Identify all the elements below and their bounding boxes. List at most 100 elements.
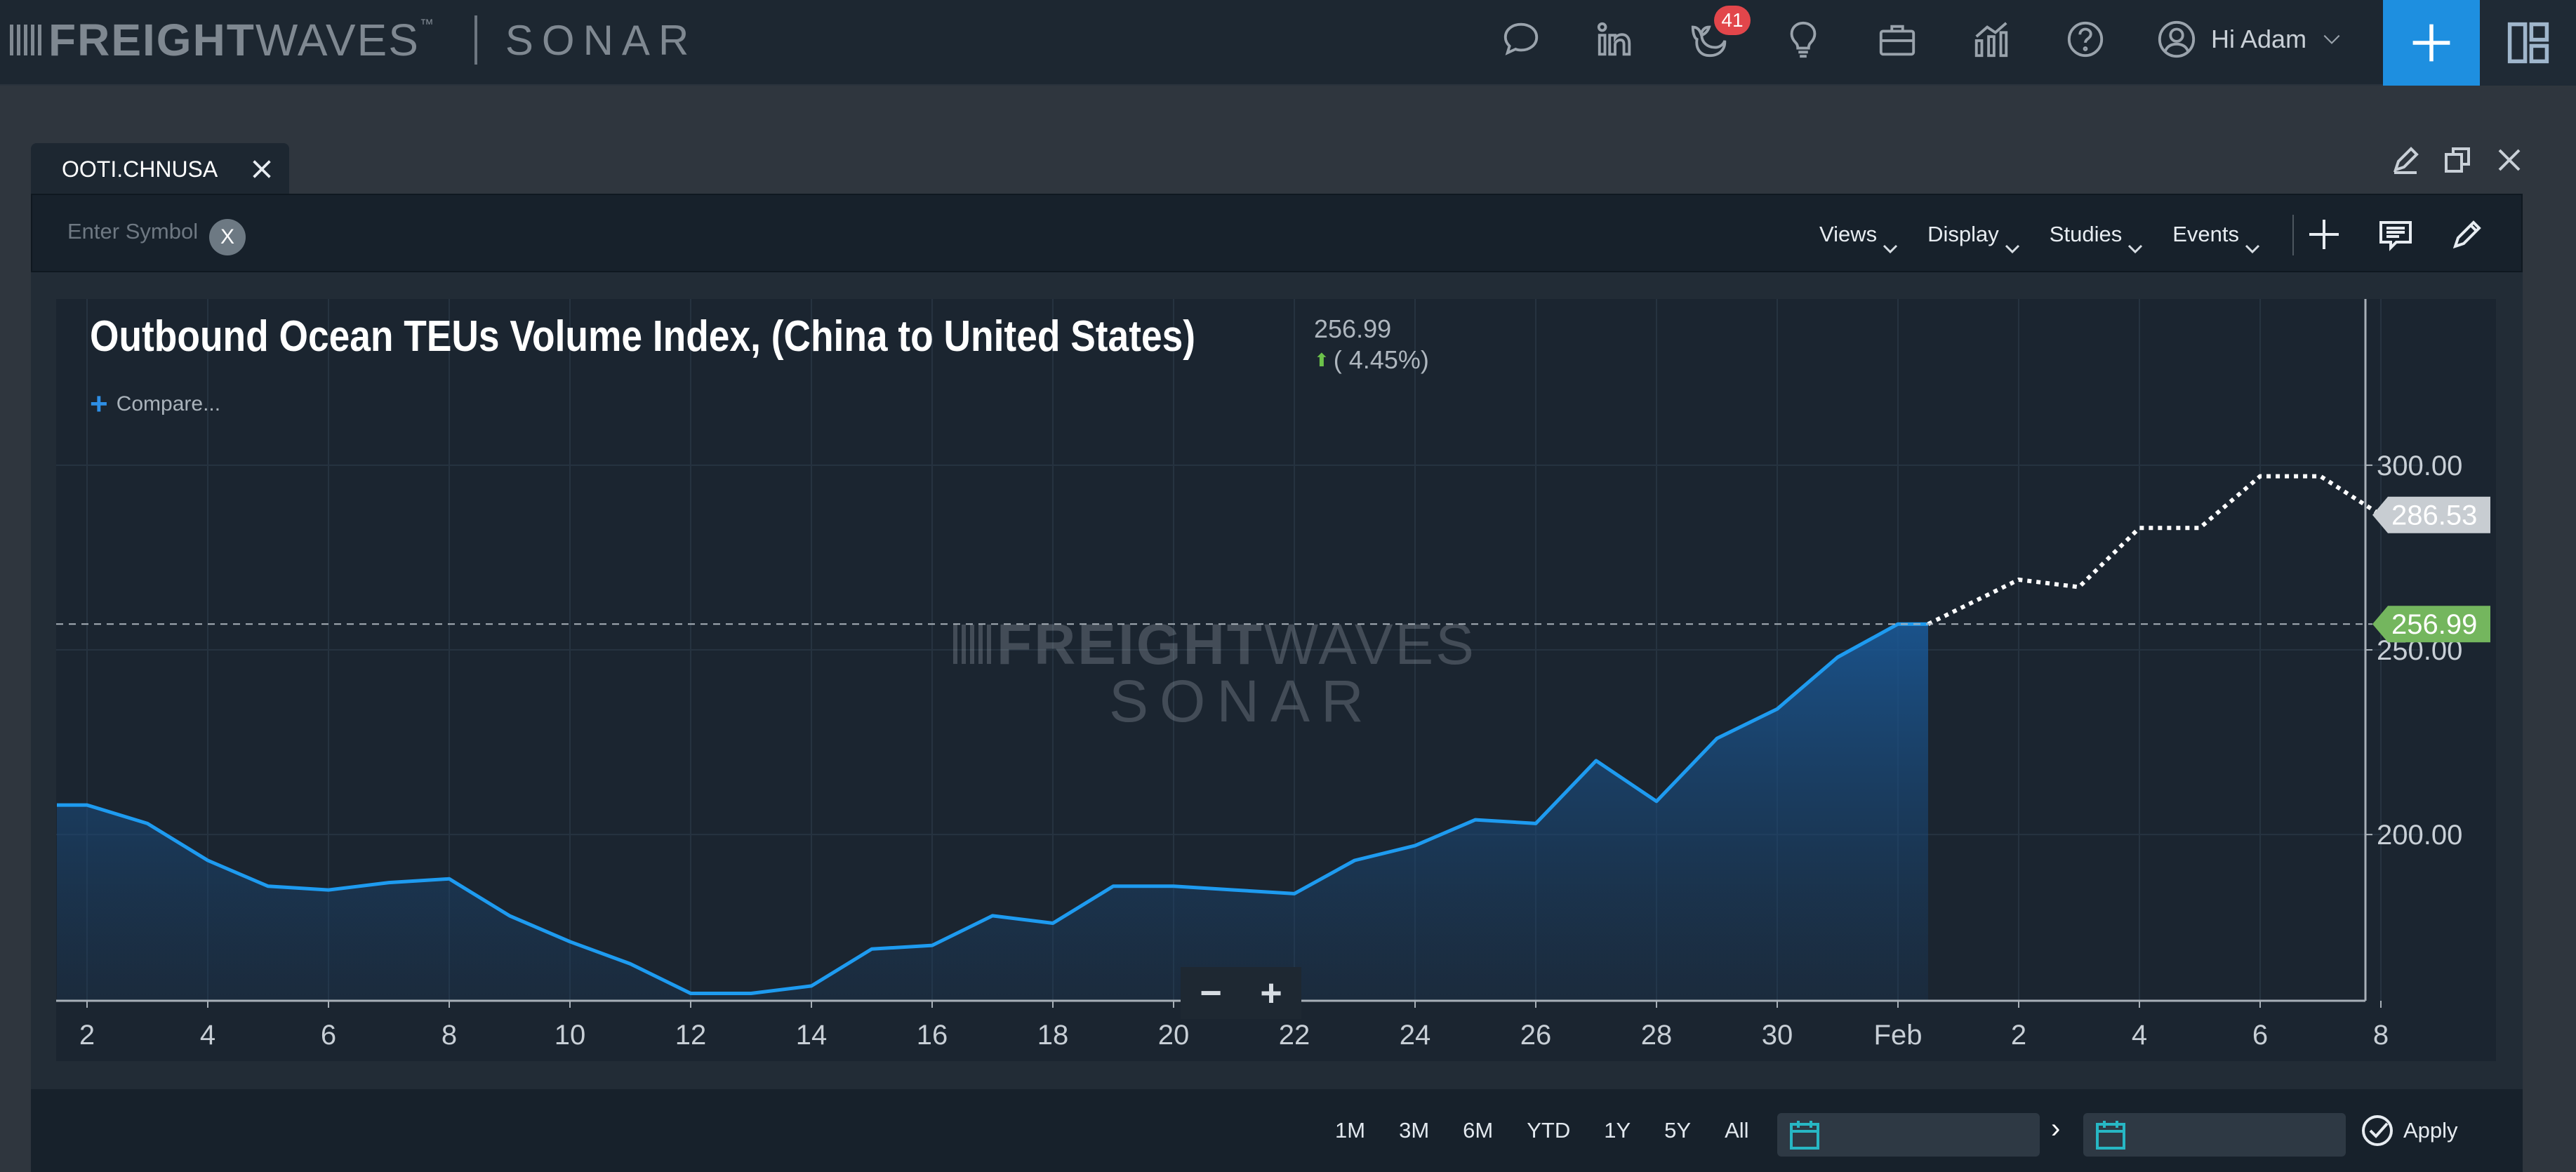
x-tick-label: 14 bbox=[796, 1020, 828, 1051]
whale-icon[interactable]: 41 bbox=[1662, 0, 1756, 79]
calendar-icon bbox=[2096, 1121, 2125, 1150]
y-tick-label: 200.00 bbox=[2377, 820, 2462, 851]
lightbulb-icon[interactable] bbox=[1756, 0, 1850, 79]
plus-icon bbox=[2412, 24, 2450, 62]
layout-grid-icon bbox=[2507, 22, 2549, 64]
views-menu-label: Views bbox=[1819, 222, 1878, 246]
crosshair-icon[interactable] bbox=[2306, 217, 2342, 252]
logo-sonar: SONAR bbox=[505, 16, 698, 64]
events-menu-label: Events bbox=[2172, 222, 2239, 246]
watermark-bars-icon bbox=[953, 625, 991, 664]
zoom-controls: − + bbox=[1181, 967, 1301, 1019]
display-menu[interactable]: Display bbox=[1927, 222, 2020, 254]
change-percent: ⬆( 4.45%) bbox=[1314, 345, 1429, 375]
apply-label: Apply bbox=[2403, 1118, 2458, 1143]
chart-axes: 2 4 6 8 10 12 14 16 18 20 22 24 26 28 30 Feb 2 4 6 8300.002… bbox=[56, 299, 2490, 1051]
y-tick-label: 300.00 bbox=[2377, 451, 2462, 481]
range-1m-button[interactable]: 1M bbox=[1335, 1118, 1366, 1143]
logo-freightwaves: FREIGHTWAVES™ bbox=[48, 15, 435, 65]
views-menu[interactable]: Views bbox=[1819, 222, 1898, 254]
toolbar-divider bbox=[2292, 215, 2294, 255]
chevron-down-icon bbox=[1883, 234, 1898, 254]
symbol-clear-button[interactable]: X bbox=[209, 219, 246, 255]
edit-icon[interactable] bbox=[2390, 145, 2421, 175]
studies-menu[interactable]: Studies bbox=[2050, 222, 2143, 254]
tab-close-icon[interactable] bbox=[248, 156, 275, 182]
symbol-input[interactable] bbox=[67, 219, 208, 244]
x-tick-label: 8 bbox=[2373, 1020, 2389, 1051]
x-tick-label: 18 bbox=[1037, 1020, 1069, 1051]
avatar-icon bbox=[2158, 20, 2196, 58]
start-date-field[interactable] bbox=[1777, 1113, 2040, 1157]
series-actual-area bbox=[57, 624, 1928, 1001]
series-forecast-line[interactable] bbox=[1927, 474, 2382, 626]
plus-icon: + bbox=[90, 387, 108, 421]
range-3m-button[interactable]: 3M bbox=[1399, 1118, 1430, 1143]
toolbar-menus: Views Display Studies Events bbox=[1819, 195, 2290, 274]
change-percent-text: ( 4.45%) bbox=[1333, 345, 1429, 374]
freightwaves-sonar-logo[interactable]: FREIGHTWAVES™ SONAR bbox=[10, 15, 697, 65]
top-nav: FREIGHTWAVES™ SONAR 41 Hi Adam bbox=[0, 0, 2576, 86]
chevron-down-icon bbox=[2127, 234, 2143, 254]
x-tick-label: 16 bbox=[917, 1020, 948, 1051]
chart-canvas[interactable]: FREIGHTWAVES SONAR 2 4 6 8 10 12 14 16 18 20 22 24 2… bbox=[56, 299, 2496, 1061]
range-all-button[interactable]: All bbox=[1725, 1118, 1749, 1143]
zoom-out-button[interactable]: − bbox=[1200, 972, 1222, 1014]
tab-title: OOTI.CHNUSA bbox=[62, 156, 218, 182]
zoom-in-button[interactable]: + bbox=[1260, 972, 1282, 1014]
x-tick-label: 4 bbox=[2132, 1020, 2147, 1051]
watermark-line2: SONAR bbox=[1109, 668, 1375, 734]
chevron-down-icon bbox=[2323, 34, 2340, 44]
compare-button[interactable]: + Compare... bbox=[90, 389, 220, 420]
notification-badge: 41 bbox=[1714, 6, 1751, 35]
last-value: 256.99 bbox=[1314, 314, 1392, 343]
logo-divider bbox=[474, 15, 477, 65]
x-tick-label: 30 bbox=[1762, 1020, 1793, 1051]
briefcase-icon[interactable] bbox=[1850, 0, 1944, 79]
watermark-line1: FREIGHTWAVES bbox=[997, 613, 1476, 677]
x-tick-label: 26 bbox=[1520, 1020, 1552, 1051]
add-widget-button[interactable] bbox=[2383, 0, 2480, 86]
close-widget-icon[interactable] bbox=[2494, 145, 2525, 175]
annotation-icon[interactable] bbox=[2378, 217, 2413, 252]
end-date-field[interactable] bbox=[2083, 1113, 2346, 1157]
current-value-tag-bg bbox=[2372, 606, 2490, 643]
chart-title: Outbound Ocean TEUs Volume Index, (China… bbox=[90, 312, 1196, 361]
chevron-down-icon bbox=[2005, 234, 2020, 254]
linkedin-icon[interactable] bbox=[1568, 0, 1662, 79]
display-menu-label: Display bbox=[1927, 222, 1999, 246]
range-5y-button[interactable]: 5Y bbox=[1664, 1118, 1692, 1143]
x-tick-label: 6 bbox=[321, 1020, 336, 1051]
user-menu[interactable]: Hi Adam bbox=[2156, 0, 2343, 79]
chart-series bbox=[56, 474, 2382, 1001]
chat-icon[interactable] bbox=[1474, 0, 1568, 79]
chart-area[interactable]: FREIGHTWAVES SONAR 2 4 6 8 10 12 14 16 18 20 22 24 2… bbox=[56, 299, 2496, 1061]
range-arrow: › bbox=[2051, 1113, 2061, 1144]
help-icon[interactable] bbox=[2038, 0, 2132, 79]
chart-tab[interactable]: OOTI.CHNUSA bbox=[31, 143, 289, 195]
apply-button[interactable]: Apply bbox=[2360, 1089, 2458, 1172]
range-6m-button[interactable]: 6M bbox=[1463, 1118, 1494, 1143]
range-footer: 1M 3M 6M YTD 1Y 5Y All › Apply bbox=[31, 1089, 2523, 1172]
x-tick-label: 20 bbox=[1158, 1020, 1190, 1051]
chart-toolbar: X Views Display Studies Events bbox=[31, 194, 2523, 272]
up-arrow-icon: ⬆ bbox=[1314, 349, 1329, 371]
logo-bars-icon bbox=[10, 25, 41, 55]
series-actual-line[interactable] bbox=[57, 622, 1928, 995]
chart-icon[interactable] bbox=[1944, 0, 2038, 79]
dashboard-layout-button[interactable] bbox=[2480, 0, 2576, 86]
forecast-value-tag-bg bbox=[2372, 496, 2490, 533]
range-ytd-button[interactable]: YTD bbox=[1527, 1118, 1571, 1143]
check-circle-icon bbox=[2362, 1115, 2393, 1146]
events-menu[interactable]: Events bbox=[2172, 222, 2260, 254]
user-greeting: Hi Adam bbox=[2211, 25, 2307, 53]
x-tick-label: 24 bbox=[1400, 1020, 1431, 1051]
draw-pencil-icon[interactable] bbox=[2450, 217, 2485, 252]
duplicate-icon[interactable] bbox=[2442, 145, 2473, 175]
widget-controls bbox=[2390, 145, 2525, 175]
range-1y-button[interactable]: 1Y bbox=[1604, 1118, 1631, 1143]
chart-widget: X Views Display Studies Events bbox=[31, 194, 2523, 1172]
x-tick-label: 28 bbox=[1641, 1020, 1673, 1051]
range-buttons: 1M 3M 6M YTD 1Y 5Y All bbox=[1335, 1089, 1783, 1172]
nav-icon-group: 41 bbox=[1474, 0, 2132, 79]
